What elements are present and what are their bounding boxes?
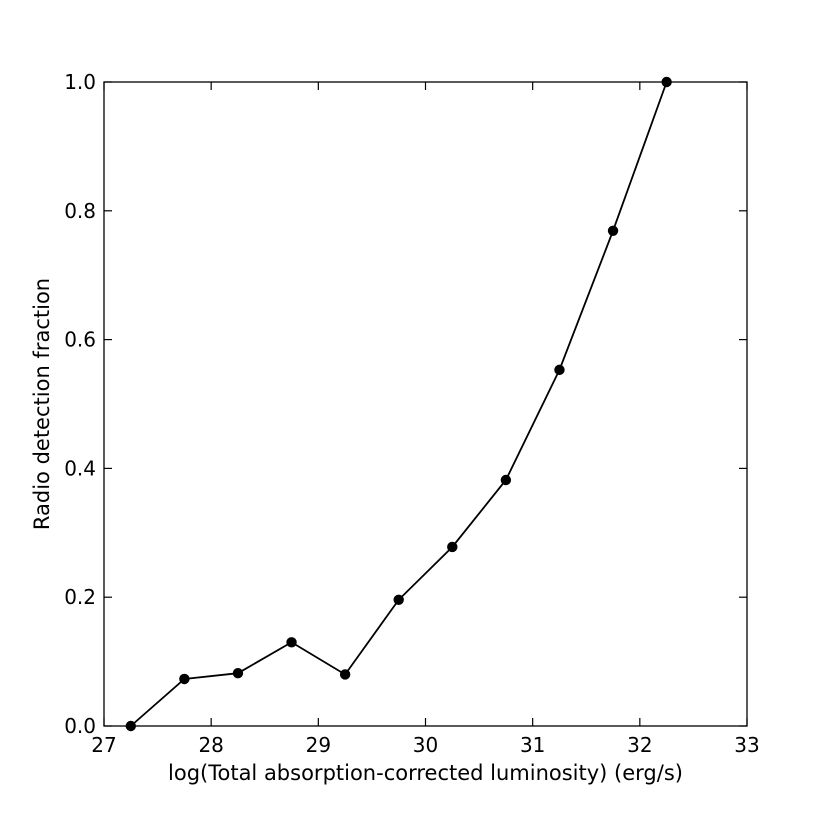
- plot-frame: [103, 81, 748, 727]
- data-point: [393, 594, 404, 605]
- x-tick-label: 29: [306, 733, 331, 757]
- x-tick-label: 27: [91, 733, 116, 757]
- x-tick-label: 30: [413, 733, 438, 757]
- y-tick-label: 0.4: [64, 456, 96, 480]
- x-tick-label: 33: [734, 733, 759, 757]
- data-point: [179, 673, 190, 685]
- y-tick-label: 0.0: [64, 714, 96, 738]
- x-tick-label: 28: [198, 733, 223, 757]
- y-axis-label: Radio detection fraction: [30, 278, 54, 530]
- x-tick-label: 31: [520, 733, 545, 757]
- y-tick-label: 0.8: [64, 199, 96, 223]
- data-point: [500, 474, 512, 486]
- x-tick-label: 32: [627, 733, 652, 757]
- y-tick-label: 0.2: [64, 585, 96, 609]
- y-tick-label: 1.0: [64, 70, 96, 94]
- data-point: [232, 667, 244, 679]
- data-point: [339, 669, 351, 680]
- data-point: [554, 364, 565, 376]
- y-tick-label: 0.6: [64, 328, 96, 352]
- series-layer: [125, 76, 672, 732]
- plot-area: [104, 82, 747, 726]
- data-point: [447, 541, 458, 553]
- data-point: [607, 225, 619, 236]
- data-point: [286, 637, 297, 648]
- x-axis-label: log(Total absorption-corrected luminosit…: [168, 761, 683, 785]
- tick-labels: 27 28 29 30 31 32 33 0.0 0.2 0.4 0.6 0.8 1.0: [64, 70, 760, 757]
